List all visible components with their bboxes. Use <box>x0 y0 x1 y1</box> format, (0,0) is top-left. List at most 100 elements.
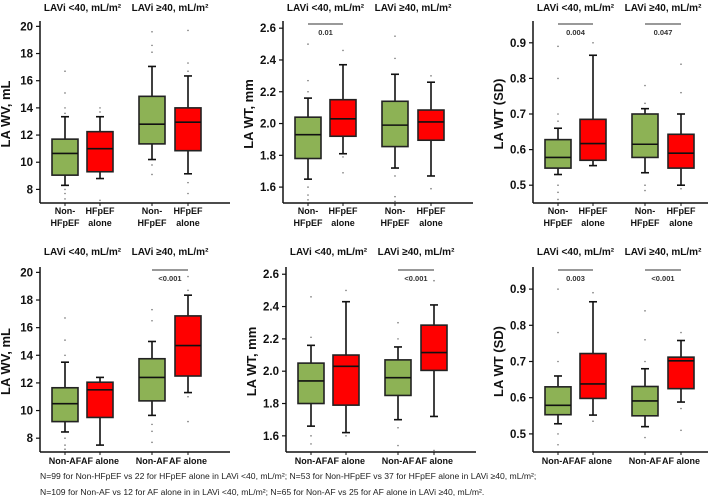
category-label: HFpEF <box>579 206 608 216</box>
outlier-point <box>64 198 66 200</box>
footnote-line-2: N=109 for Non-AF vs 12 for AF alone in i… <box>40 487 485 497</box>
category-label: HFpEF <box>631 218 660 228</box>
box-3: Non- HFpEF <box>138 30 167 228</box>
outlier-point <box>151 164 153 166</box>
outlier-point <box>187 181 189 184</box>
y-tick-label: 2.2 <box>263 334 279 346</box>
box-2: AF alone <box>574 291 612 466</box>
category-label: alone <box>581 218 605 228</box>
box-iqr <box>332 354 360 406</box>
box-iqr <box>51 386 79 423</box>
y-tick-label: 2.4 <box>263 302 280 314</box>
category-label: Non-AF <box>382 456 415 466</box>
box-iqr <box>667 356 695 390</box>
box-iqr <box>417 109 445 142</box>
p-value-label: 0.047 <box>654 28 673 37</box>
outlier-point <box>151 441 153 444</box>
category-label: Non- <box>548 206 569 216</box>
y-tick-label: 0.5 <box>510 429 527 441</box>
group-title: LAVi <40, mL/m² <box>537 247 615 258</box>
outlier-point <box>310 296 312 298</box>
outlier-point <box>310 435 312 437</box>
chart-panel-6: 0.5 0.6 0.7 0.8 0.9 LA WT (SD) LAVi <40, mL/m²… <box>491 247 708 466</box>
outlier-point <box>187 420 189 423</box>
outlier-point <box>557 443 559 446</box>
box-iqr <box>579 352 607 400</box>
category-label: HFpEF <box>667 206 696 216</box>
outlier-point <box>151 30 153 33</box>
category-label: AF alone <box>662 456 700 466</box>
group-title: LAVi <40, mL/m² <box>44 247 122 258</box>
box-iqr <box>297 362 325 405</box>
y-tick-label: 2.2 <box>260 87 276 99</box>
outlier-point <box>151 51 153 53</box>
outlier-point <box>99 107 101 109</box>
y-tick-label: 0.5 <box>510 180 527 192</box>
y-tick-label: 18 <box>20 49 33 61</box>
box-4: AF alone <box>415 279 453 466</box>
y-tick-label: 2.6 <box>263 269 279 281</box>
category-label: AF alone <box>169 456 207 466</box>
box-2: AF alone <box>327 289 365 466</box>
group-title: LAVi <40, mL/m² <box>287 3 365 14</box>
category-label: Non-AF <box>542 456 575 466</box>
outlier-point <box>307 199 309 201</box>
box-2: AF alone <box>81 376 119 466</box>
category-label: Non- <box>635 206 656 216</box>
group-title: LAVi <40, mL/m² <box>44 3 122 14</box>
category-label: HFpEF <box>329 206 358 216</box>
y-tick-label: 16 <box>20 323 33 335</box>
outlier-point <box>557 331 559 334</box>
category-label: HFpEF <box>174 206 203 216</box>
box-iqr <box>667 133 695 169</box>
category-label: HFpEF <box>294 218 323 228</box>
outlier-point <box>644 310 646 312</box>
box-4: AF alone <box>662 331 700 466</box>
y-tick-label: 14 <box>20 350 33 362</box>
y-tick-label: 1.8 <box>263 399 280 411</box>
group-title: LAVi ≥40, mL/m² <box>625 3 702 14</box>
outlier-point <box>557 77 559 80</box>
box-2: HFpEF alone <box>329 49 358 228</box>
outlier-point <box>430 187 432 190</box>
outlier-point <box>307 43 309 45</box>
y-tick-label: 10 <box>20 157 33 169</box>
p-value-label: <0.001 <box>651 274 674 283</box>
outlier-point <box>64 354 66 357</box>
outlier-point <box>557 120 559 122</box>
y-tick-label: 18 <box>20 295 33 307</box>
chart-panel-1: 8 10 12 14 16 18 20 LA WV, mL LAVi <40, mL/m² LAV… <box>0 3 230 228</box>
outlier-point <box>64 448 66 451</box>
category-label: AF alone <box>574 456 612 466</box>
category-label: Non- <box>142 206 163 216</box>
group-title: LAVi ≥40, mL/m² <box>378 247 455 258</box>
footnote-line-1: N=99 for Non-HFpEF vs 22 for HFpEF alone… <box>40 471 537 481</box>
outlier-point <box>644 436 646 439</box>
box-1: Non- HFpEF <box>544 45 573 228</box>
category-label: Non- <box>298 206 319 216</box>
outlier-point <box>557 360 559 363</box>
group-title: LAVi ≥40, mL/m² <box>132 3 209 14</box>
category-label: HFpEF <box>138 218 167 228</box>
box-3: Non-AF <box>382 321 415 466</box>
outlier-point <box>151 423 153 426</box>
category-label: alone <box>419 218 443 228</box>
box-1: Non- HFpEF <box>294 43 323 228</box>
category-label: HFpEF <box>51 218 80 228</box>
y-tick-label: 20 <box>20 267 33 279</box>
category-label: alone <box>331 218 355 228</box>
outlier-point <box>151 173 153 176</box>
outlier-point <box>307 194 309 196</box>
outlier-point <box>64 444 66 446</box>
y-tick-label: 1.6 <box>263 431 279 443</box>
outlier-point <box>345 289 347 292</box>
box-4: HFpEF alone <box>417 75 446 228</box>
y-tick-label: 12 <box>20 130 33 142</box>
outlier-point <box>151 319 153 322</box>
box-3: Non-AF <box>629 310 662 466</box>
outlier-point <box>397 444 399 447</box>
category-label: alone <box>176 218 200 228</box>
outlier-point <box>64 339 66 341</box>
outlier-point <box>680 331 682 334</box>
